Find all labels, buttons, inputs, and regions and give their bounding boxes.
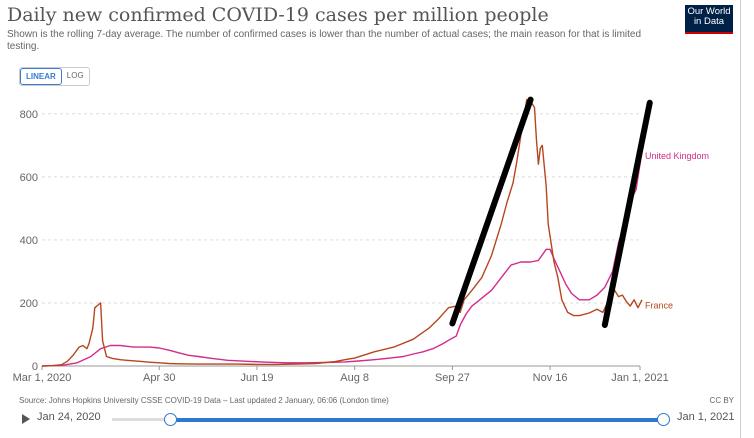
x-tick-label: Sep 27 (435, 372, 470, 384)
logo-line-1: Our World (687, 6, 731, 17)
y-tick-label: 200 (20, 298, 38, 310)
source-note[interactable]: Source: Johns Hopkins University CSSE CO… (19, 396, 389, 405)
x-tick-label: Jan 1, 2021 (611, 372, 669, 384)
timeline-end-label: Jan 1, 2021 (677, 411, 735, 423)
annotation-stroke (449, 96, 534, 327)
series-label-united-kingdom: United Kingdom (645, 151, 709, 161)
annotation-stroke (601, 99, 653, 329)
x-tick-label: Aug 8 (340, 372, 369, 384)
license-label[interactable]: CC BY (709, 396, 734, 405)
x-tick-label: Mar 1, 2020 (13, 372, 72, 384)
x-tick-label: Apr 30 (143, 372, 175, 384)
x-tick-label: Nov 16 (533, 372, 568, 384)
series-line-france (41, 98, 643, 367)
play-icon[interactable] (22, 414, 30, 424)
series-line-united-kingdom (41, 151, 643, 367)
timeline-start-handle[interactable] (164, 413, 177, 426)
y-tick-label: 400 (20, 235, 38, 247)
timeline-range-fill (170, 418, 664, 422)
y-tick-label: 800 (20, 109, 38, 121)
log-button[interactable]: LOG (66, 71, 84, 80)
y-tick-label: 600 (20, 172, 38, 184)
logo-line-2: in Data (693, 16, 725, 27)
y-tick-label: 0 (32, 361, 38, 373)
series-label-france: France (645, 301, 673, 311)
line-chart: 0 200 400 600 800 Mar 1, 2020 Apr 30 Jun 19 Aug … (13, 96, 709, 384)
linear-button[interactable]: LINEAR (20, 68, 62, 85)
x-tick-label: Jun 19 (240, 372, 273, 384)
scale-toggle: LINEAR LOG (19, 67, 90, 86)
timeline-start-label: Jan 24, 2020 (37, 411, 101, 423)
timeline-end-handle[interactable] (657, 413, 670, 426)
owid-logo[interactable]: Our World in Data (685, 5, 733, 34)
chart-subtitle: Shown is the rolling 7-day average. The … (7, 29, 642, 52)
chart-title: Daily new confirmed COVID-19 cases per m… (7, 4, 549, 26)
